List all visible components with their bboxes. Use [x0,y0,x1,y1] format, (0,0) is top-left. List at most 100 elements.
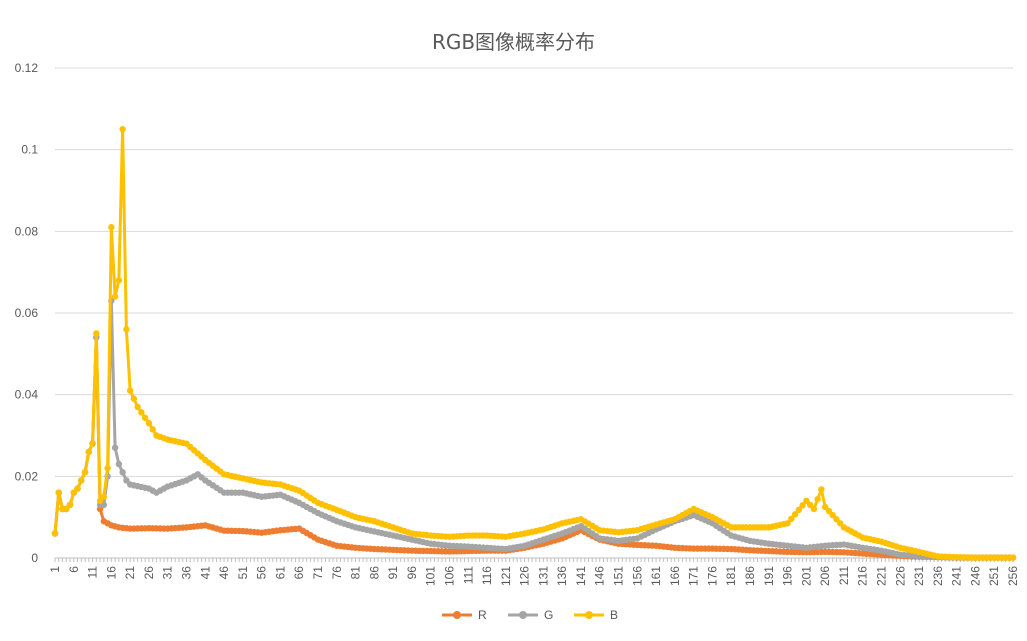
x-tick-label: 251 [987,566,1001,586]
data-point-G [119,469,126,476]
data-point-G [115,460,123,468]
data-point-B [104,464,111,472]
x-tick-label: 56 [255,566,269,580]
x-tick-label: 116 [480,566,494,585]
x-tick-label: 176 [705,566,719,586]
x-tick-label: 86 [367,566,381,580]
data-point-B [810,505,818,513]
x-tick-label: 16 [104,566,118,580]
x-tick-label: 196 [781,566,795,586]
legend-item-R: R [442,608,487,622]
y-tick-label: 0.06 [15,306,39,320]
x-tick-label: 106 [442,566,456,586]
x-tick-label: 11 [86,566,100,579]
x-tick-label: 256 [1006,566,1020,586]
x-tick-label: 236 [931,566,945,586]
data-point-B [821,503,829,511]
data-point-B [788,515,795,522]
data-point-B [149,426,156,433]
x-tick-label: 131 [536,566,550,586]
y-tick-label: 0.1 [21,143,38,157]
x-tick-label: 21 [123,566,137,580]
x-tick-label: 26 [142,566,156,580]
data-point-B [145,420,153,427]
x-tick-label: 76 [330,566,344,580]
data-point-B [119,126,126,133]
x-tick-label: 171 [687,566,701,586]
legend-marker [453,611,461,619]
x-tick-label: 186 [743,566,757,586]
series-G [51,297,1017,561]
x-tick-label: 61 [273,566,287,580]
data-point-B [108,224,115,231]
gridlines [55,67,1013,477]
x-tick-label: 111 [461,566,475,585]
x-tick-label: 191 [762,566,776,586]
x-tick-label: 151 [612,566,626,586]
legend-item-G: G [508,608,553,622]
data-point-B [55,489,62,496]
x-tick-label: 36 [179,566,193,580]
data-point-G [111,444,119,451]
data-point-B [93,330,100,337]
legend-item-B: B [574,608,618,622]
x-tick-label: 166 [668,566,682,586]
data-point-B [806,501,814,509]
data-point-B [814,496,821,503]
y-tick-label: 0 [31,551,38,565]
data-point-B [791,511,799,518]
data-point-B [123,326,130,333]
y-tick-label: 0.08 [15,224,39,238]
x-tick-label: 211 [837,566,851,585]
y-tick-label: 0.04 [15,388,39,402]
data-point-B [85,448,93,456]
x-tick-label: 226 [893,566,907,586]
data-point-B [784,520,791,527]
legend-marker [585,611,593,619]
x-tick-label: 1 [48,566,62,573]
data-point-B [833,516,840,523]
series-group [51,126,1017,561]
x-tick-label: 81 [349,566,363,580]
x-tick-label: 6 [67,566,81,573]
data-point-B [51,530,59,537]
data-point-B [115,277,123,284]
data-point-B [138,409,145,416]
data-point-B [70,489,77,496]
data-point-B [100,493,108,500]
x-tick-label: 246 [968,566,982,586]
x-tick-label: 91 [386,566,400,580]
x-tick-label: 161 [649,566,663,586]
data-point-B [829,511,836,519]
legend-marker [519,611,527,619]
x-tick-label: 156 [630,566,644,586]
data-point-B [130,395,138,402]
data-point-B [66,501,74,509]
data-point-B [96,497,104,505]
legend-label: R [478,608,487,622]
series-line-B [53,127,1013,560]
data-point-G [123,477,130,484]
x-tick-label: 101 [424,566,438,586]
y-axis-ticks: 0 0.02 0.04 0.06 0.08 0.1 0.12 [15,61,39,565]
data-point-B [141,414,149,422]
x-tick-label: 96 [405,566,419,580]
y-tick-label: 0.12 [15,61,39,75]
x-axis: 1 6 11 16 21 26 31 36 41 46 51 56 61 66 71 76 81 86 91 96 10… [48,557,1020,586]
x-tick-label: 206 [818,566,832,586]
x-tick-label: 181 [724,566,738,586]
x-tick-label: 231 [912,566,926,586]
data-point-B [795,506,803,514]
data-point-B [81,469,89,476]
data-point-G [100,501,108,509]
x-tick-label: 46 [217,566,231,580]
data-point-B [111,293,119,300]
series-B [51,126,1017,561]
chart-title: RGB图像概率分布 [431,30,596,54]
x-tick-label: 121 [499,566,513,586]
legend-label: G [544,608,553,622]
x-tick-label: 136 [555,566,569,586]
x-tick-label: 41 [198,566,212,580]
